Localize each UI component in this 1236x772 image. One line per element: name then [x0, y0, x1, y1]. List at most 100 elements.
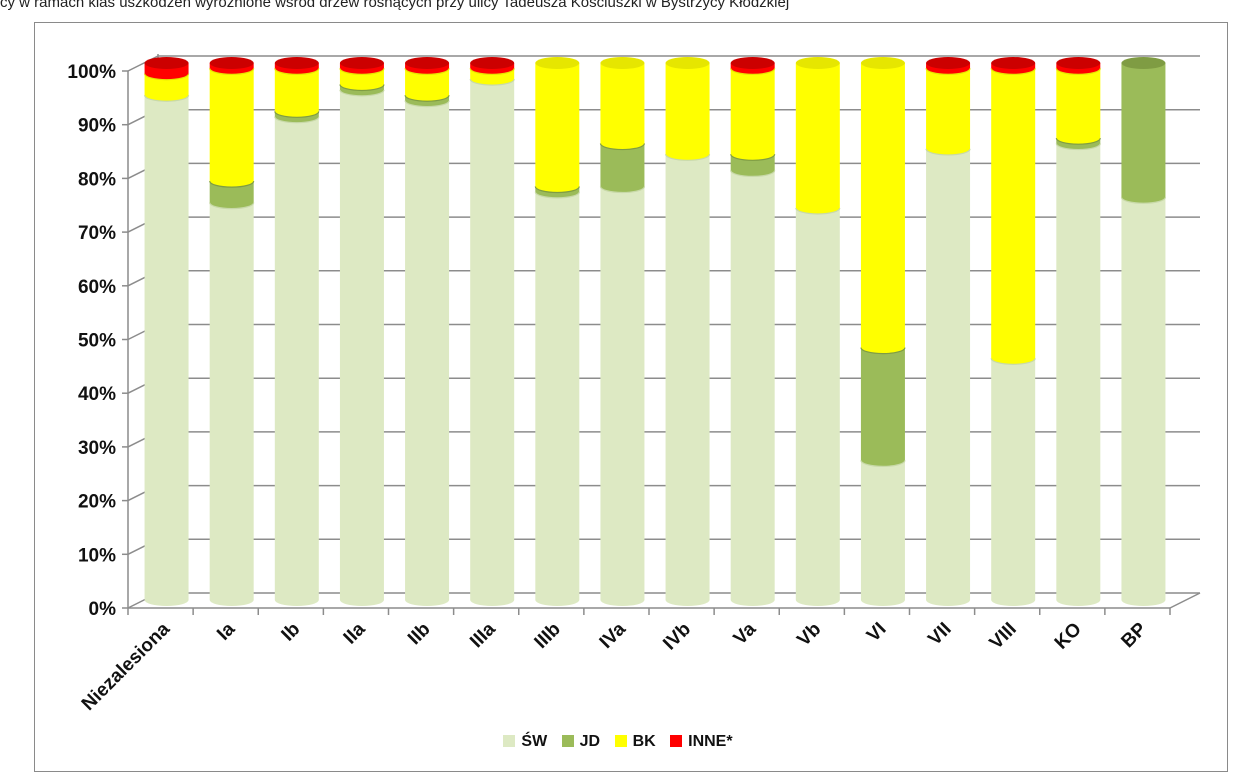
- segment-boundary: [730, 68, 776, 75]
- bar-cap: [991, 57, 1036, 69]
- y-tick-label: 0%: [89, 599, 117, 620]
- x-category-label: IIb: [404, 619, 435, 650]
- x-category-label: Niezalesiona: [78, 618, 175, 715]
- bar-segment: [535, 63, 580, 193]
- legend-swatch-jd: [561, 735, 574, 747]
- bar-segment: [991, 68, 1036, 365]
- segment-boundary: [404, 68, 450, 75]
- bar-segment: [209, 202, 254, 606]
- segment-boundary: [1055, 143, 1101, 151]
- legend-label-jd: JD: [579, 733, 601, 750]
- segment-boundary: [990, 358, 1036, 365]
- bar-segment: [600, 63, 645, 150]
- x-category-label: IIa: [340, 618, 370, 648]
- bar-cap: [144, 57, 189, 69]
- x-category-label: IVa: [596, 618, 631, 653]
- bar-group: [209, 57, 255, 606]
- legend-label-sw: ŚW: [521, 733, 548, 750]
- y-tick-label: 70%: [78, 223, 116, 244]
- legend-swatch-sw: [503, 735, 516, 747]
- segment-boundary: [209, 180, 255, 188]
- bar-group: [664, 57, 711, 607]
- bar-segment: [1056, 143, 1101, 607]
- segment-boundary: [990, 68, 1036, 75]
- bar-segment: [339, 89, 384, 607]
- y-tick-label: 80%: [78, 169, 116, 190]
- bar-group: [925, 57, 971, 607]
- legend-item-jd: JD: [561, 733, 601, 751]
- bar-cap: [470, 57, 515, 69]
- bar-group: [860, 57, 906, 606]
- bar-segment: [209, 68, 254, 188]
- segment-boundary: [274, 111, 320, 118]
- legend-item-inne: INNE*: [670, 733, 733, 751]
- y-tick-label: 30%: [78, 438, 116, 459]
- y-tick-label: 60%: [78, 277, 116, 298]
- bar-group: [274, 57, 320, 606]
- bar-segment: [665, 63, 710, 161]
- bar-cap: [1121, 57, 1166, 69]
- segment-boundary: [795, 207, 841, 215]
- bar-group: [795, 57, 841, 607]
- legend-swatch-bk: [614, 735, 627, 747]
- y-axis-ticks: 0% 10% 20% 30% 40% 50% 60% 70% 80% 90% 100%: [67, 62, 116, 620]
- x-category-label: IIIb: [531, 619, 565, 653]
- bar-segment: [470, 79, 515, 607]
- segment-boundary: [730, 154, 776, 161]
- bar-segment: [1121, 197, 1166, 606]
- bar-group: [404, 57, 450, 606]
- bar-segment: [405, 100, 450, 606]
- bar-segment: [274, 116, 319, 606]
- caption-text: cy w ramach klas uszkodzeń wyróżnione wś…: [0, 0, 790, 11]
- bar-segment: [535, 191, 580, 606]
- x-category-label: Ia: [213, 618, 239, 644]
- bar-cap: [405, 57, 450, 69]
- segment-boundary: [469, 68, 515, 75]
- bar-cap: [339, 57, 384, 69]
- bar-segment: [405, 68, 450, 102]
- bar-group: [1120, 57, 1167, 606]
- segment-boundary: [469, 78, 515, 86]
- segment-boundary: [143, 73, 190, 81]
- x-category-label: BP: [1117, 618, 1151, 652]
- x-category-label: VII: [924, 619, 955, 650]
- x-axis-categories: Niezalesiona Ia Ib IIa IIb IIIa IIIb IVa IVb Va Vb…: [78, 618, 1151, 715]
- bar-group: [730, 57, 776, 606]
- x-category-label: IVb: [659, 619, 695, 655]
- bar-segment: [144, 95, 189, 606]
- segment-boundary: [339, 68, 385, 75]
- segment-boundary: [274, 68, 320, 75]
- bar-cap: [274, 57, 319, 69]
- bar-segment: [795, 207, 840, 607]
- bar-segment: [991, 358, 1036, 606]
- segment-boundary: [209, 68, 255, 75]
- segment-boundary: [925, 148, 971, 156]
- bar-group: [534, 57, 580, 606]
- legend: ŚW JD BK INNE*: [0, 733, 1236, 751]
- legend-item-sw: ŚW: [503, 733, 547, 751]
- bar-segment: [860, 63, 905, 354]
- bar-cap: [535, 57, 580, 69]
- segment-boundary: [1055, 138, 1101, 145]
- bar-group: [469, 57, 515, 607]
- segment-boundary: [339, 89, 385, 97]
- bar-cap: [665, 57, 710, 69]
- x-category-label: IIIa: [466, 618, 500, 652]
- segment-boundary: [599, 186, 646, 194]
- segment-boundary: [664, 154, 711, 161]
- bar-cap: [209, 57, 254, 69]
- bar-segment: [730, 68, 775, 161]
- x-category-label: Vb: [793, 619, 825, 651]
- segment-boundary: [925, 68, 971, 75]
- y-tick-label: 50%: [78, 331, 116, 352]
- bar-segment: [795, 63, 840, 214]
- x-category-label: Ib: [278, 619, 305, 646]
- legend-label-inne: INNE*: [688, 733, 733, 750]
- floor-right-edge: [1169, 592, 1201, 609]
- segment-boundary: [730, 170, 776, 177]
- legend-label-bk: BK: [632, 733, 656, 750]
- bars: [143, 57, 1167, 607]
- bar-cap: [926, 57, 971, 69]
- x-category-label: KO: [1051, 619, 1086, 654]
- x-category-label: VIII: [986, 619, 1021, 654]
